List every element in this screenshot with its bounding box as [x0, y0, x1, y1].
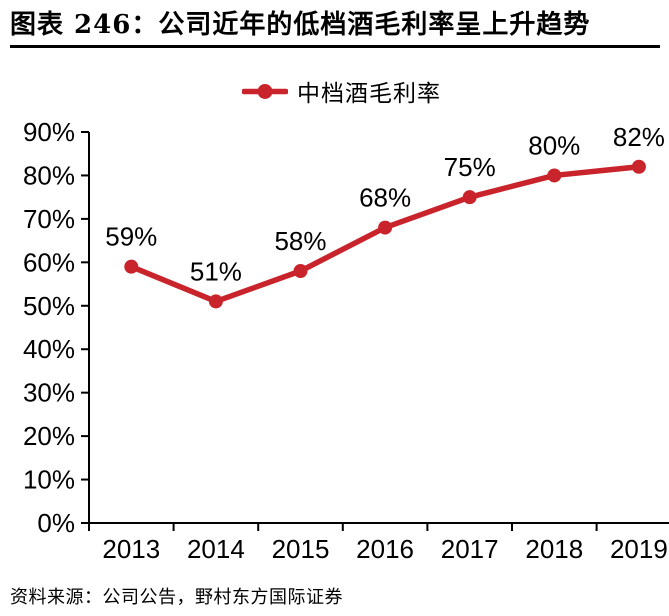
y-tick-label: 90%: [23, 117, 75, 147]
x-tick-label: 2019: [610, 534, 668, 564]
legend-line-marker-icon: [242, 83, 288, 99]
x-tick-label: 2013: [102, 534, 160, 564]
data-label: 59%: [105, 222, 157, 252]
source-note: 资料来源：公司公告，野村东方国际证券: [10, 587, 343, 608]
data-label: 82%: [613, 122, 665, 152]
data-label: 75%: [444, 152, 496, 182]
y-tick-label: 80%: [23, 160, 75, 190]
data-point-marker: [378, 220, 393, 235]
x-tick-label: 2014: [187, 534, 245, 564]
chart-legend: 中档酒毛利率: [0, 78, 669, 107]
line-chart: 0% 10% 20% 30% 40% 50% 60% 70% 80% 90% 2013 2014 201…: [23, 117, 669, 564]
y-tick-label: 0%: [37, 508, 75, 538]
x-tick-label: 2016: [356, 534, 414, 564]
y-tick-label: 20%: [23, 421, 75, 451]
data-point-marker: [462, 190, 477, 205]
data-point-marker: [293, 264, 308, 279]
x-tick-label: 2018: [525, 534, 583, 564]
data-point-marker: [547, 168, 562, 183]
x-tick-label: 2017: [441, 534, 499, 564]
y-tick-label: 60%: [23, 247, 75, 277]
data-label: 68%: [359, 183, 411, 213]
data-point-marker: [631, 159, 646, 174]
data-label: 58%: [274, 226, 326, 256]
figure-title: 图表 246：公司近年的低档酒毛利率呈上升趋势: [10, 10, 591, 40]
data-point-marker: [208, 294, 223, 309]
y-tick-label: 40%: [23, 334, 75, 364]
y-tick-label: 50%: [23, 291, 75, 321]
x-tick-label: 2015: [272, 534, 330, 564]
data-label: 51%: [190, 256, 242, 286]
y-tick-label: 30%: [23, 378, 75, 408]
legend-label: 中档酒毛利率: [297, 81, 441, 107]
data-point-marker: [124, 259, 139, 274]
title-divider: [10, 45, 660, 48]
y-tick-label: 70%: [23, 204, 75, 234]
y-tick-label: 10%: [23, 465, 75, 495]
data-label: 80%: [528, 130, 580, 160]
